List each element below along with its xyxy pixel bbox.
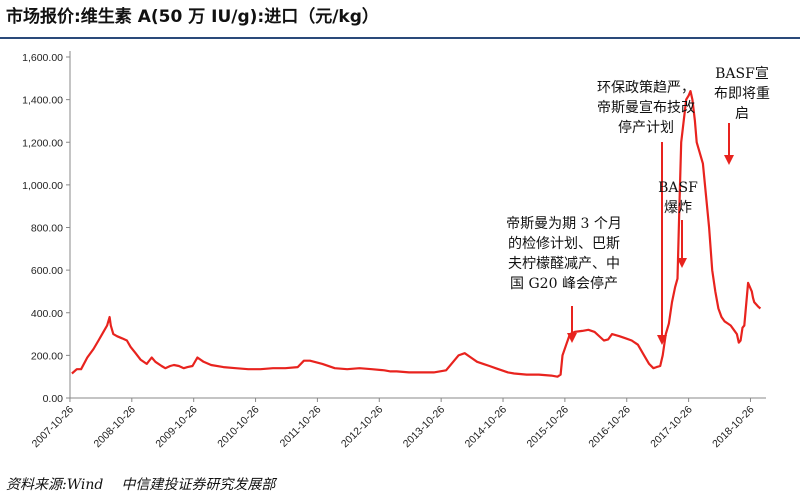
series-line [71,89,762,378]
y-tick-label: 400.00 [31,308,63,320]
y-tick-label: 1,200.00 [22,137,63,149]
chart-title: 市场报价:维生素 A(50 万 IU/g):进口（元/kg） [6,7,379,27]
x-tick-label: 2012-10-26 [339,404,386,451]
annotation-text: BASF宣 [715,66,769,82]
annotation-text: 帝斯曼为期 3 个月 [506,216,622,232]
annotation-text: 爆炸 [664,200,692,216]
annotation-text: 布即将重 [714,86,770,102]
annotation-text: 停产计划 [618,119,674,136]
x-tick-label: 2016-10-26 [586,404,633,451]
x-tick-label: 2008-10-26 [91,404,138,451]
x-tick-label: 2017-10-26 [648,404,695,451]
y-axis: 0.00 200.00 400.00 600.00 800.00 1,000.00 1,20… [22,51,71,405]
source-note: 资料来源:Wind 中信建投证券研究发展部 [6,474,275,494]
annotation-text: 国 G20 峰会停产 [510,275,618,292]
x-tick-label: 2009-10-26 [153,404,200,451]
series-group [71,89,762,378]
x-tick-label: 2015-10-26 [525,404,572,451]
y-tick-label: 1,600.00 [22,52,63,64]
y-tick-label: 1,000.00 [22,180,63,192]
x-tick-label: 2014-10-26 [463,404,510,451]
annotation-text: 环保政策趋严， [597,79,695,96]
annotation-arrowhead [567,333,577,343]
x-tick-label: 2013-10-26 [401,404,448,451]
x-tick-label: 2010-10-26 [215,404,262,451]
y-tick-label: 200.00 [31,350,63,362]
y-tick-label: 800.00 [31,223,63,235]
annotation-arrowhead [724,155,734,165]
annotation-arrowhead [657,335,667,345]
y-tick-label: 1,400.00 [22,95,63,107]
source-label: 资料来源: [6,477,67,493]
title-divider [0,37,800,39]
annotation-text: BASF [658,180,698,196]
annotation-text: 的检修计划、巴斯 [508,236,620,252]
x-tick-label: 2007-10-26 [30,404,77,451]
x-tick-label: 2018-10-26 [710,404,757,451]
annotation-text: 夫柠檬醛减产、中 [508,256,620,272]
annotation-text: 启 [735,106,749,122]
x-axis: 2007-10-26 2008-10-26 2009-10-26 2010-10-26… [30,397,766,451]
source-org: 中信建投证券研究发展部 [121,477,276,493]
x-tick-label: 2011-10-26 [278,404,324,450]
source-name: Wind [66,477,104,493]
y-tick-label: 600.00 [31,265,63,277]
annotation-text: 帝斯曼宣布技改 [597,100,695,116]
y-tick-label: 0.00 [43,393,64,405]
annotation-arrowhead [677,258,687,268]
